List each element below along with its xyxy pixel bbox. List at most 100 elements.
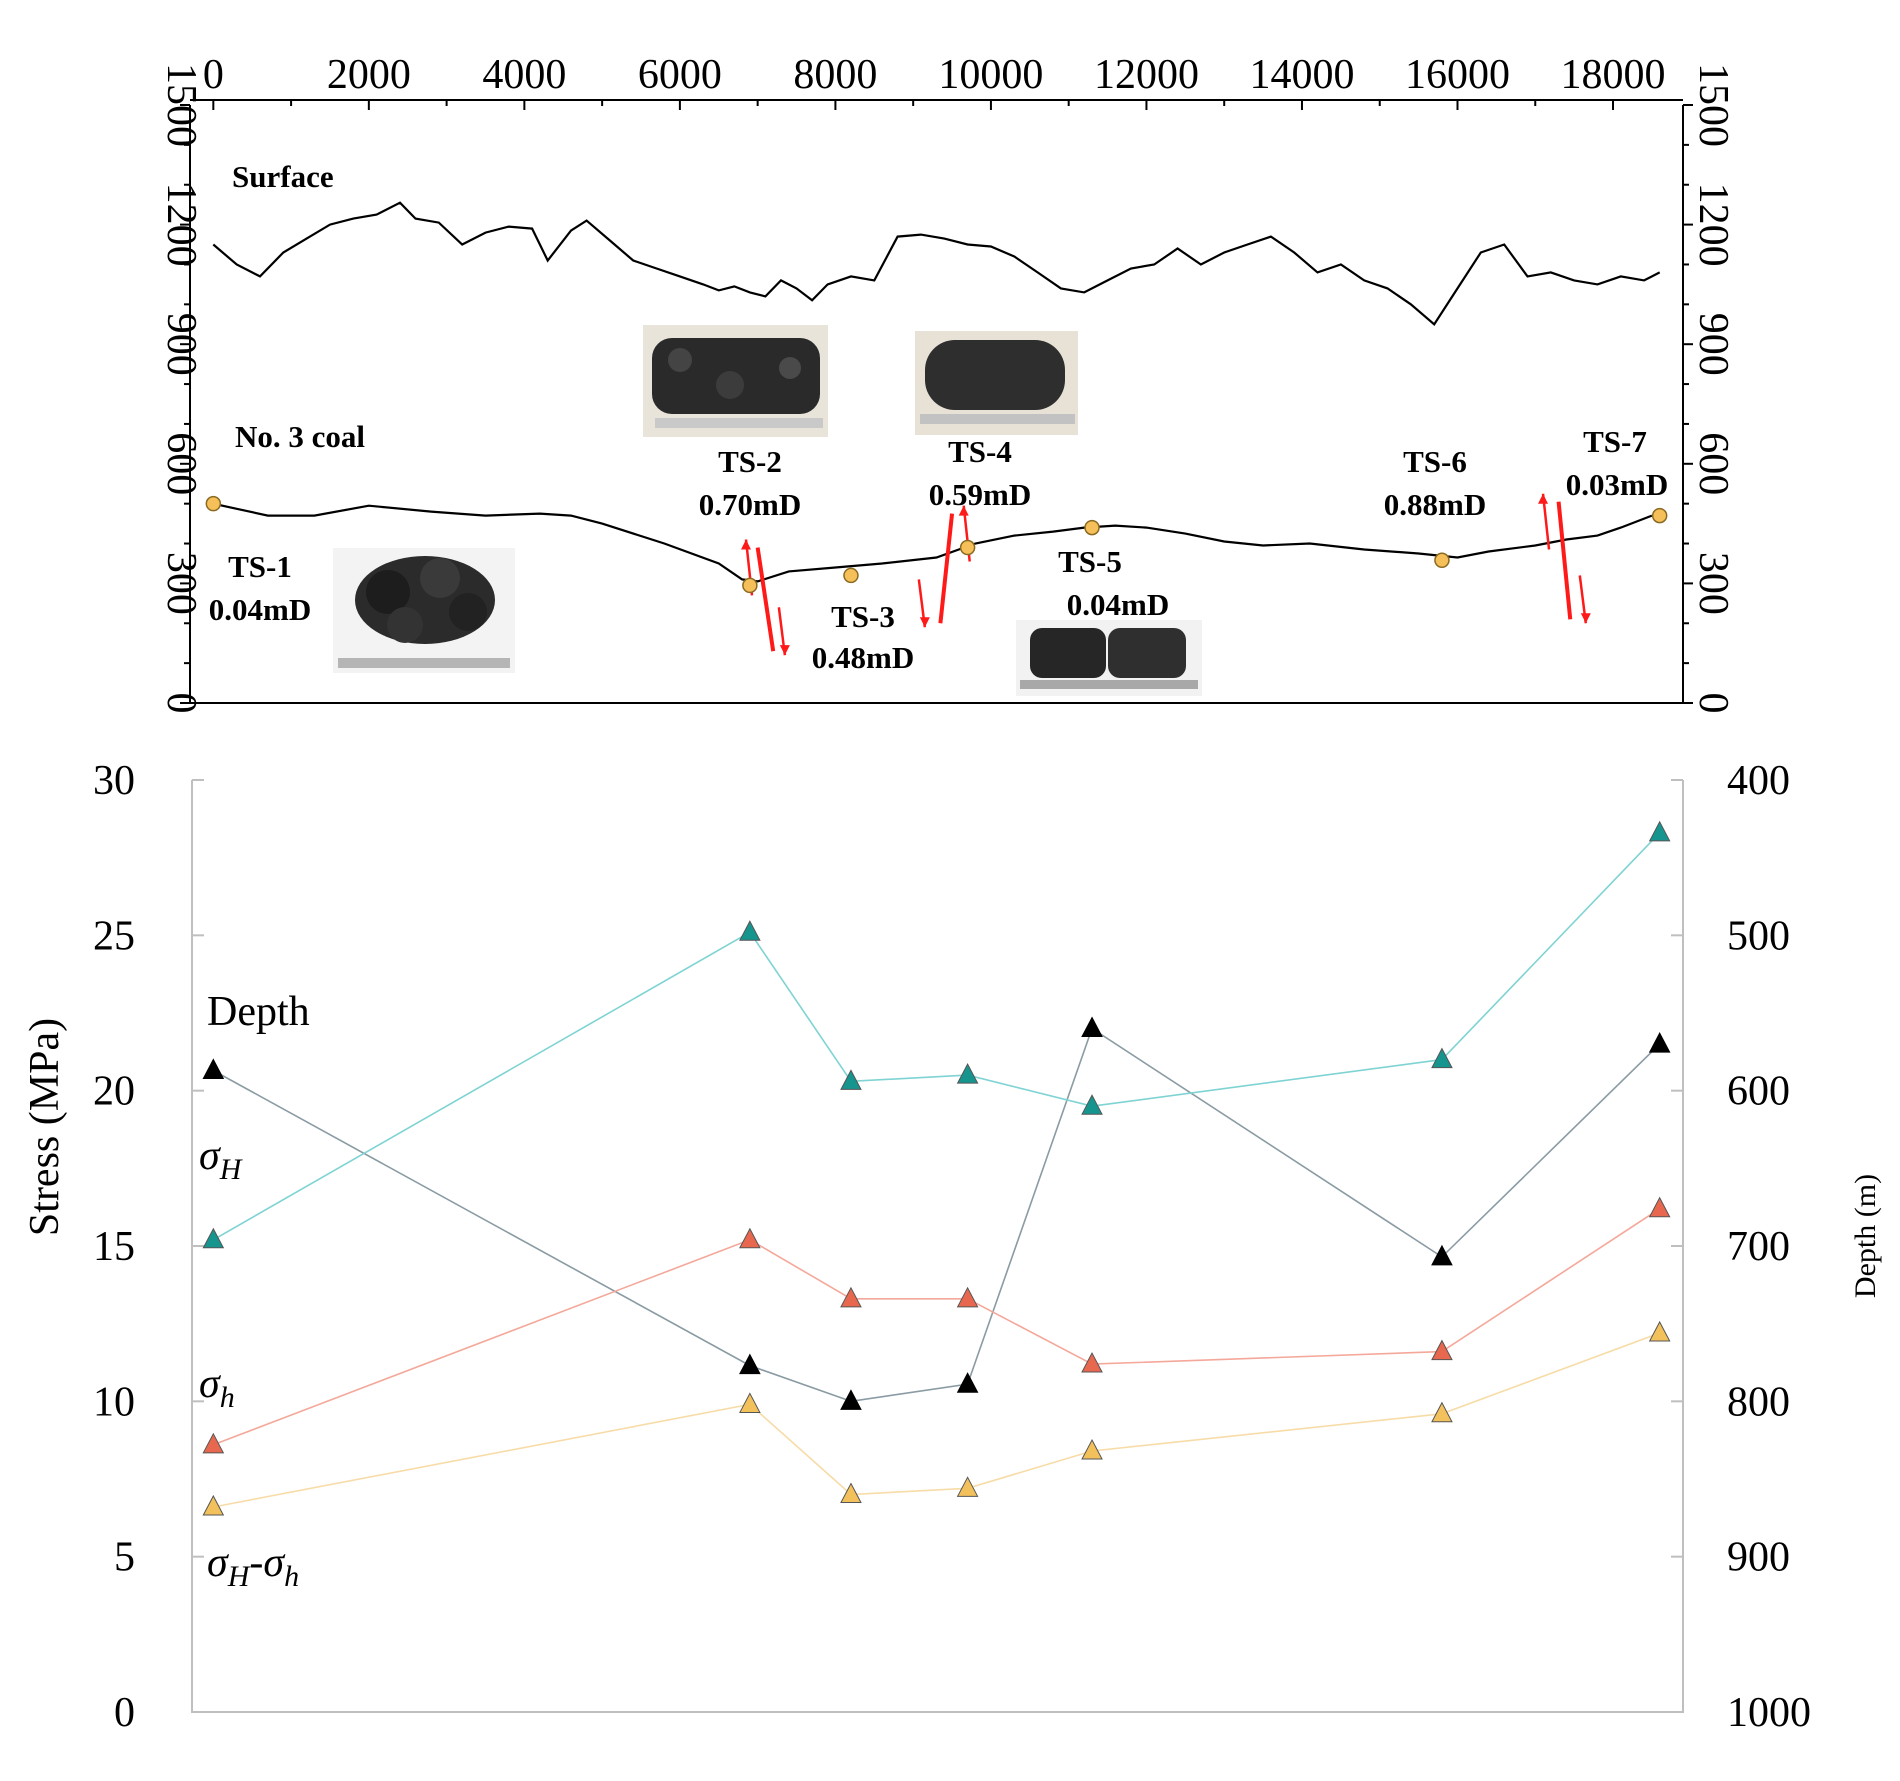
stress-y-tick-label: 20 <box>93 1069 135 1115</box>
coal-sample-photo-ts5 <box>1016 620 1202 696</box>
series-point-1 <box>202 1432 225 1454</box>
fault-arrowhead-down <box>919 617 930 628</box>
station-marker-ts-7 <box>1651 507 1668 524</box>
station-label-ts-4: TS-4 <box>948 434 1012 469</box>
profile-right-tick-label: 300 <box>1690 552 1736 615</box>
station-markers <box>205 495 1668 594</box>
series-point-3 <box>956 1372 979 1393</box>
series-point-1 <box>1431 1339 1453 1361</box>
series-point-2 <box>202 1494 225 1516</box>
station-permeability-ts-4: 0.59mD <box>929 477 1031 512</box>
profile-x-tick-label: 6000 <box>638 52 722 98</box>
fault-marker <box>917 505 971 628</box>
profile-left-tick-label: 900 <box>158 313 204 376</box>
series-point-3 <box>202 1058 225 1079</box>
series-point-0 <box>1081 1094 1103 1115</box>
series-point-2 <box>1081 1438 1103 1460</box>
station-label-ts-2: TS-2 <box>718 444 782 479</box>
profile-x-tick-label: 12000 <box>1094 52 1199 98</box>
series-point-0 <box>202 1227 225 1249</box>
series-point-1 <box>1081 1351 1103 1373</box>
profile-axis-frame <box>189 105 1684 704</box>
station-label-ts-7: TS-7 <box>1583 424 1647 459</box>
profile-x-tick-labels: 0 2000 4000 6000 8000 10000 12000 14000 16000 180… <box>203 52 1666 98</box>
surface-label: Surface <box>232 159 334 194</box>
profile-right-tick-label: 900 <box>1690 313 1736 376</box>
profile-left-tick-label: 300 <box>158 552 204 615</box>
profile-axes <box>180 99 1693 704</box>
profile-left-tick-label: 1200 <box>158 183 204 267</box>
fault-arrowhead-up <box>740 539 751 550</box>
series-point-2 <box>956 1476 979 1497</box>
station-label-ts-6: TS-6 <box>1403 444 1467 479</box>
profile-right-tick-label: 1200 <box>1690 183 1736 267</box>
station-permeability-ts-6: 0.88mD <box>1384 487 1486 522</box>
depth-y-tick-label: 700 <box>1727 1224 1790 1270</box>
sigma-H-series-label: σH <box>199 1133 244 1186</box>
series-point-2 <box>840 1482 862 1504</box>
station-marker-ts-3 <box>843 567 859 584</box>
series-point-3 <box>1431 1244 1453 1266</box>
profile-x-tick-label: 14000 <box>1249 52 1354 98</box>
station-label-ts-3: TS-3 <box>831 599 895 634</box>
station-labels: TS-1 0.04mD TS-2 0.70mD TS-3 0.48mD TS-4 0.59mD… <box>209 424 1668 675</box>
series-point-2 <box>739 1392 761 1413</box>
series-point-1 <box>840 1286 862 1308</box>
series-point-0 <box>1648 820 1671 842</box>
depth-series-label: Depth <box>207 989 310 1035</box>
series-point-2 <box>1648 1320 1671 1342</box>
coal-sample-photo-ts1 <box>333 548 515 673</box>
profile-right-tick-label: 1500 <box>1690 63 1736 147</box>
stress-series-points <box>202 820 1671 1516</box>
series-point-2 <box>1431 1401 1453 1423</box>
depth-y-tick-labels: 400 500 600 700 800 900 1000 <box>1727 758 1811 1736</box>
stress-y-tick-label: 0 <box>114 1690 135 1736</box>
series-point-3 <box>739 1353 761 1375</box>
profile-y-tick-labels: 0 0 300 300 600 600 900 900 1200 1200 1500 1500 <box>158 63 1736 714</box>
station-label-ts-5: TS-5 <box>1058 544 1122 579</box>
fault-marker <box>740 539 790 656</box>
fault-line <box>1556 501 1573 620</box>
station-permeability-ts-1: 0.04mD <box>209 592 311 627</box>
stress-difference-series-label: σH-σh <box>207 1540 299 1593</box>
profile-left-tick-label: 600 <box>158 432 204 495</box>
surface-line <box>212 201 1661 326</box>
stress-y-tick-label: 30 <box>93 758 135 804</box>
station-permeability-ts-7: 0.03mD <box>1566 467 1668 502</box>
coal-sample-photo-ts4 <box>915 331 1078 435</box>
series-point-1 <box>956 1286 979 1308</box>
stress-axis-frame <box>191 780 1684 1713</box>
fault-line <box>938 513 955 624</box>
fault-line <box>755 547 776 652</box>
profile-left-tick-label: 0 <box>158 693 204 714</box>
stress-y-tick-label: 15 <box>93 1224 135 1270</box>
profile-x-tick-label: 4000 <box>482 52 566 98</box>
profile-left-tick-label: 1500 <box>158 63 204 147</box>
profile-x-tick-label: 8000 <box>793 52 877 98</box>
station-permeability-ts-5: 0.04mD <box>1067 587 1169 622</box>
station-marker-ts-4 <box>959 539 976 556</box>
series-point-0 <box>840 1069 862 1090</box>
depth-y-tick-label: 900 <box>1727 1535 1790 1581</box>
profile-x-tick-label: 2000 <box>327 52 411 98</box>
series-point-1 <box>739 1227 761 1249</box>
coal-sample-photo-ts2 <box>643 325 828 437</box>
series-point-0 <box>956 1063 979 1084</box>
profile-right-tick-label: 600 <box>1690 432 1736 495</box>
series-point-0 <box>739 920 761 941</box>
station-label-ts-1: TS-1 <box>228 549 292 584</box>
station-marker-ts-6 <box>1434 552 1450 569</box>
profile-x-tick-label: 16000 <box>1405 52 1510 98</box>
profile-chart: 0 2000 4000 6000 8000 10000 12000 14000 16000 180… <box>158 52 1736 714</box>
station-marker-ts-5 <box>1084 519 1100 536</box>
fault-arrowhead-up <box>958 505 969 516</box>
fault-arrowhead-down <box>779 645 790 656</box>
depth-y-tick-label: 400 <box>1727 758 1790 804</box>
depth-y-tick-label: 500 <box>1727 913 1790 959</box>
coal-seam-line <box>213 502 1653 583</box>
stress-y-tick-label: 25 <box>93 913 135 959</box>
stress-axes <box>191 779 1684 1713</box>
series-point-1 <box>1648 1196 1671 1218</box>
profile-right-tick-label: 0 <box>1690 693 1736 714</box>
